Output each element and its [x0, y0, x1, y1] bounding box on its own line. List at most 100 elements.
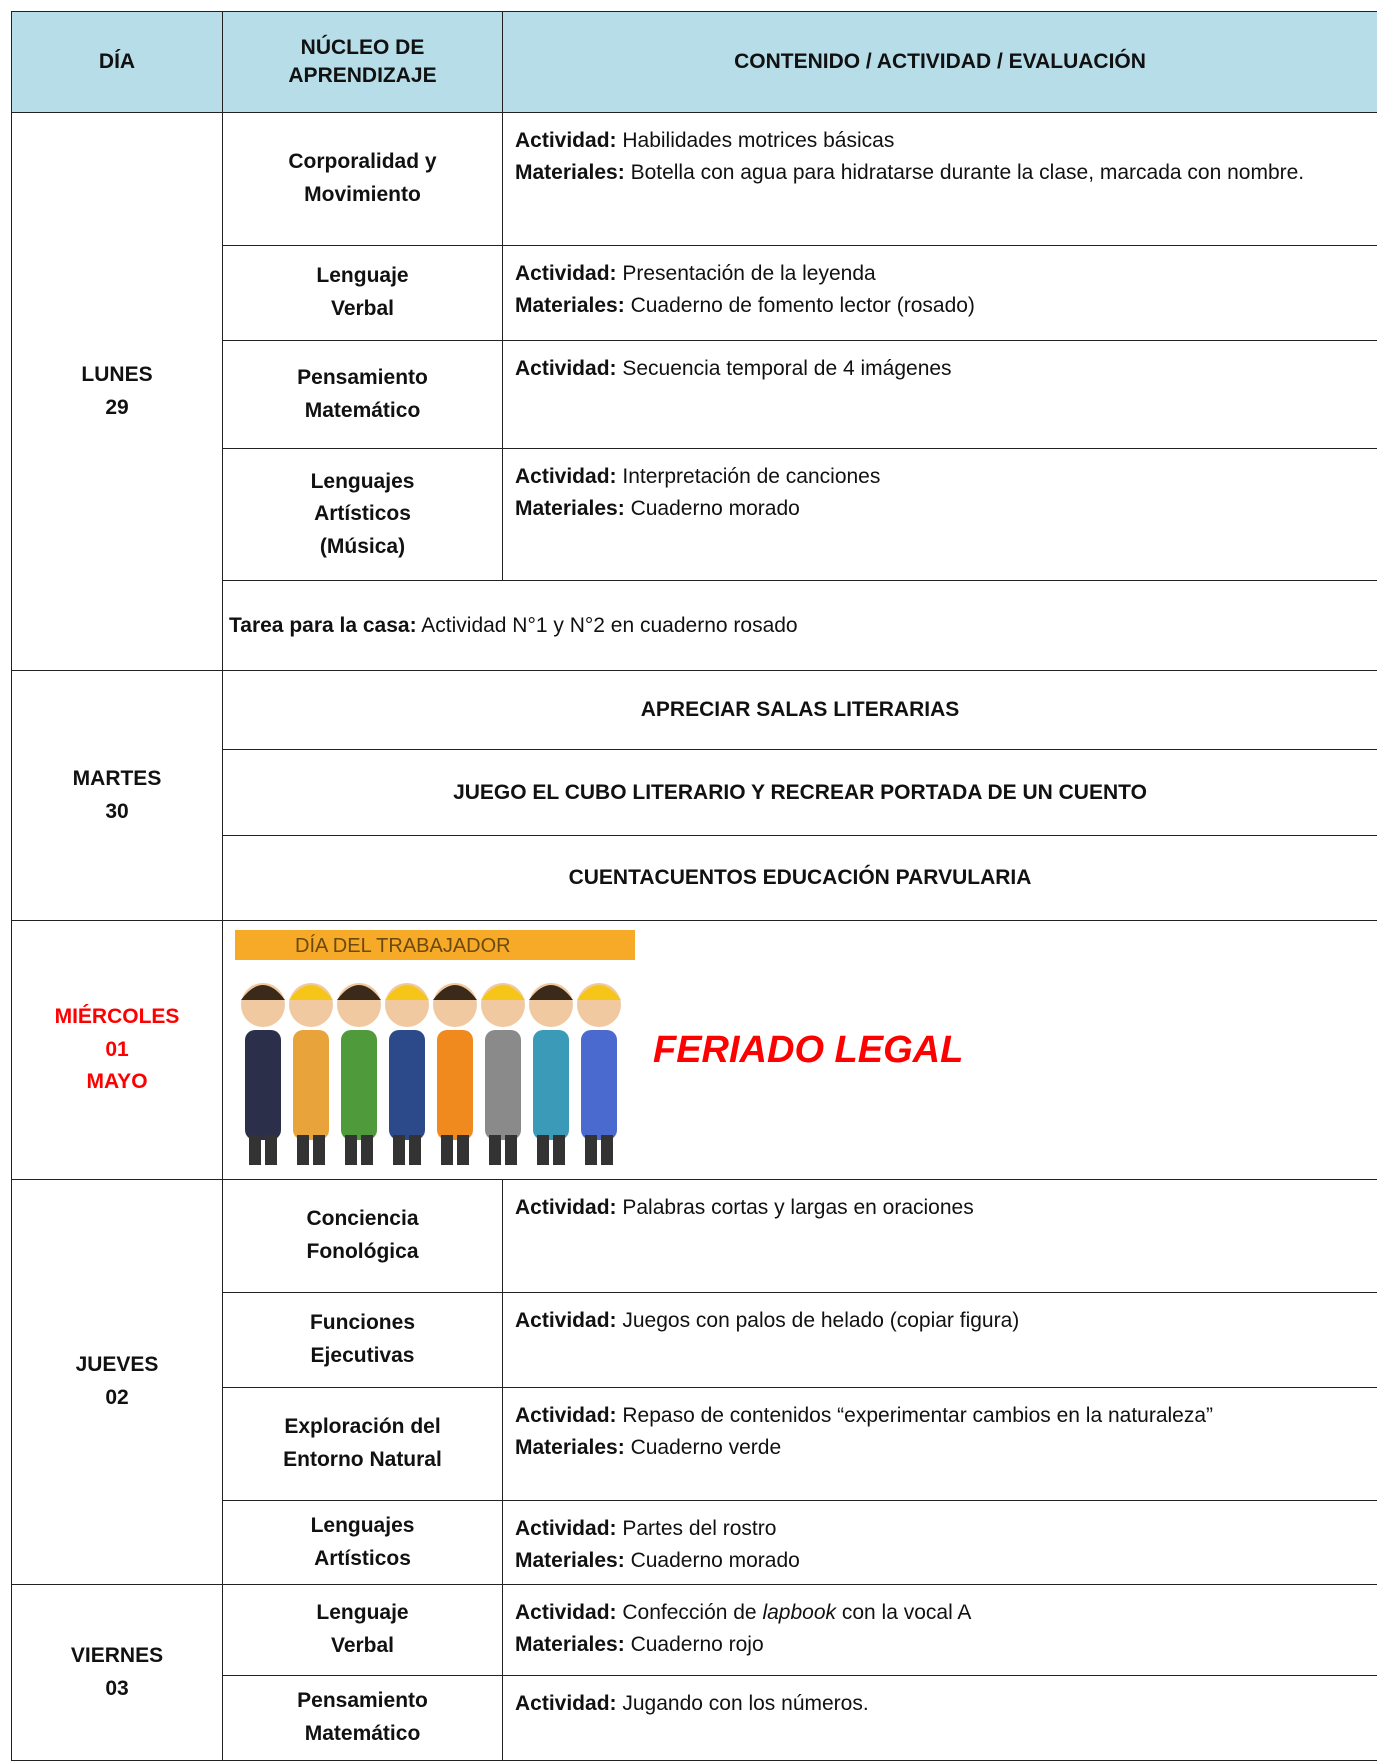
worker-body — [437, 1030, 473, 1140]
core-line: Lenguaje — [316, 264, 409, 288]
row: JUEGO EL CUBO LITERARIO Y RECREAR PORTAD… — [12, 749, 1377, 836]
item-text: Secuencia temporal de 4 imágenes — [622, 357, 952, 380]
core-line: Funciones — [309, 1311, 415, 1335]
item-text: Cuaderno rojo — [630, 1632, 764, 1656]
day-line: LUNES — [81, 362, 153, 386]
core-line: Lenguajes — [310, 1513, 415, 1537]
day-line: MARTES — [72, 766, 162, 790]
worker-hat — [337, 985, 381, 1000]
row: LUNES 29 Corporalidad y Movimiento Actividad… — [11, 112, 1377, 671]
worker-leg — [585, 1135, 597, 1165]
core-cell: Funciones Ejecutivas — [222, 1292, 503, 1388]
item-text: Interpretación de canciones — [622, 465, 881, 488]
worker-body — [293, 1030, 329, 1140]
core-line: Verbal — [330, 1634, 395, 1657]
row: MIÉRCOLES 01 MAYO DÍA DEL TRABAJADOR FERIADO… — [11, 920, 1377, 1180]
content-cell: Actividad: Jugando con los números. — [502, 1675, 1377, 1761]
worker-leg — [313, 1135, 325, 1165]
worker-leg — [489, 1135, 501, 1165]
item: Materiales: Botella con agua para hidrat… — [515, 157, 1365, 189]
holiday-cell: DÍA DEL TRABAJADOR FERIADO LEGAL — [222, 920, 1377, 1180]
day-line: MIÉRCOLES — [54, 1005, 180, 1029]
core-cell: Conciencia Fonológica — [222, 1179, 503, 1293]
header-day: DÍA — [11, 11, 223, 113]
worker-leg — [441, 1135, 453, 1165]
item-label: Actividad: — [515, 1404, 617, 1427]
content-cell: Actividad: Juegos con palos de helado (c… — [502, 1292, 1377, 1388]
item-text-italic: lapbook — [762, 1601, 837, 1624]
item-label: Actividad: — [515, 1517, 617, 1540]
worker-hat — [481, 985, 525, 1000]
core-line: Entorno Natural — [283, 1448, 442, 1471]
item-text: Partes del rostro — [622, 1517, 777, 1540]
core-line: Pensamiento — [297, 1689, 428, 1713]
worker-hat — [241, 985, 285, 1000]
row: Pensamiento Matemático Actividad: Jugando … — [12, 1675, 1377, 1761]
item-text: con la vocal A — [836, 1601, 972, 1624]
core-cell: Pensamiento Matemático — [222, 340, 503, 449]
item-text: Botella con agua para hidratarse durante… — [630, 160, 1305, 184]
core-cell: Lenguajes Artísticos — [222, 1500, 503, 1585]
item-text: Cuaderno verde — [630, 1435, 782, 1459]
header-content: CONTENIDO / ACTIVIDAD / EVALUACIÓN — [502, 11, 1377, 113]
item-label: Materiales: — [515, 1435, 625, 1459]
day-line: 01 — [105, 1037, 129, 1061]
item-text: Cuaderno morado — [630, 496, 800, 520]
item: Actividad: Secuencia temporal de 4 imáge… — [515, 353, 1365, 385]
worker-hat — [577, 985, 621, 1000]
worker-leg — [393, 1135, 405, 1165]
item-text: Presentación de la leyenda — [622, 262, 876, 285]
worker-leg — [265, 1135, 277, 1165]
header-row: DÍA NÚCLEO DE APRENDIZAJE CONTENIDO / ACTIV… — [11, 11, 1377, 113]
item: Actividad: Interpretación de canciones — [515, 461, 1365, 493]
worker-hat — [529, 985, 573, 1000]
worker-leg — [249, 1135, 261, 1165]
homework-text: Actividad N°1 y N°2 en cuaderno rosado — [421, 613, 798, 637]
workers-illustration: DÍA DEL TRABAJADOR — [235, 930, 635, 1165]
core-cell: Exploración del Entorno Natural — [222, 1387, 503, 1501]
item-text: Cuaderno morado — [630, 1548, 800, 1572]
core-line: Artísticos — [314, 1546, 411, 1570]
core-cell: Lenguaje Verbal — [222, 245, 503, 341]
item: Actividad: Juegos con palos de helado (c… — [515, 1305, 1365, 1337]
row: JUEVES 02 Conciencia Fonológica Actividad: P… — [11, 1179, 1377, 1585]
worker-leg — [553, 1135, 565, 1165]
row: Lenguaje Verbal Actividad: Presentación de… — [12, 245, 1377, 341]
day-cell: MARTES 30 — [11, 670, 223, 921]
item: Materiales: Cuaderno de fomento lector (… — [515, 290, 1365, 322]
row: Lenguajes Artísticos (Música) Actividad: In… — [12, 448, 1377, 581]
homework-cell: Tarea para la casa: Actividad N°1 y N°2 … — [222, 580, 1377, 671]
row: Tarea para la casa: Actividad N°1 y N°2 … — [12, 580, 1377, 671]
content-cell: Actividad: Repaso de contenidos “experim… — [502, 1387, 1377, 1501]
item-label: Materiales: — [515, 1548, 625, 1572]
banner-text: DÍA DEL TRABAJADOR — [295, 934, 511, 957]
row: Lenguajes Artísticos Actividad: Partes del… — [12, 1500, 1377, 1585]
day-line: MAYO — [86, 1070, 148, 1094]
row: CUENTACUENTOS EDUCACIÓN PARVULARIA — [12, 835, 1377, 921]
schedule: DÍA NÚCLEO DE APRENDIZAJE CONTENIDO / ACTIV… — [11, 11, 1377, 1761]
item: Materiales: Cuaderno morado — [515, 1545, 1365, 1577]
content-cell: Actividad: Secuencia temporal de 4 imáge… — [502, 340, 1377, 449]
item: Materiales: Cuaderno morado — [515, 493, 1365, 525]
core-line: Verbal — [330, 297, 395, 320]
item-label: Materiales: — [515, 496, 625, 520]
worker-leg — [345, 1135, 357, 1165]
day-cell: VIERNES 03 — [11, 1584, 223, 1761]
row: VIERNES 03 Lenguaje Verbal Actividad: Confec… — [11, 1584, 1377, 1761]
core-line: Corporalidad y — [288, 150, 437, 174]
worker-leg — [537, 1135, 549, 1165]
worker-leg — [457, 1135, 469, 1165]
worker-body — [245, 1030, 281, 1140]
item-label: Actividad: — [515, 465, 617, 488]
worker-leg — [297, 1135, 309, 1165]
core-line: Lenguaje — [316, 1601, 409, 1625]
content-cell: Actividad: Palabras cortas y largas en o… — [502, 1179, 1377, 1293]
content-cell: Actividad: Partes del rostro Materiales: … — [502, 1500, 1377, 1585]
content-cell: Actividad: Interpretación de canciones Ma… — [502, 448, 1377, 581]
event-cell: JUEGO EL CUBO LITERARIO Y RECREAR PORTAD… — [222, 749, 1377, 836]
core-cell: Pensamiento Matemático — [222, 1675, 503, 1761]
core-line: Matemático — [304, 1722, 421, 1745]
core-line: Pensamiento — [297, 365, 428, 389]
